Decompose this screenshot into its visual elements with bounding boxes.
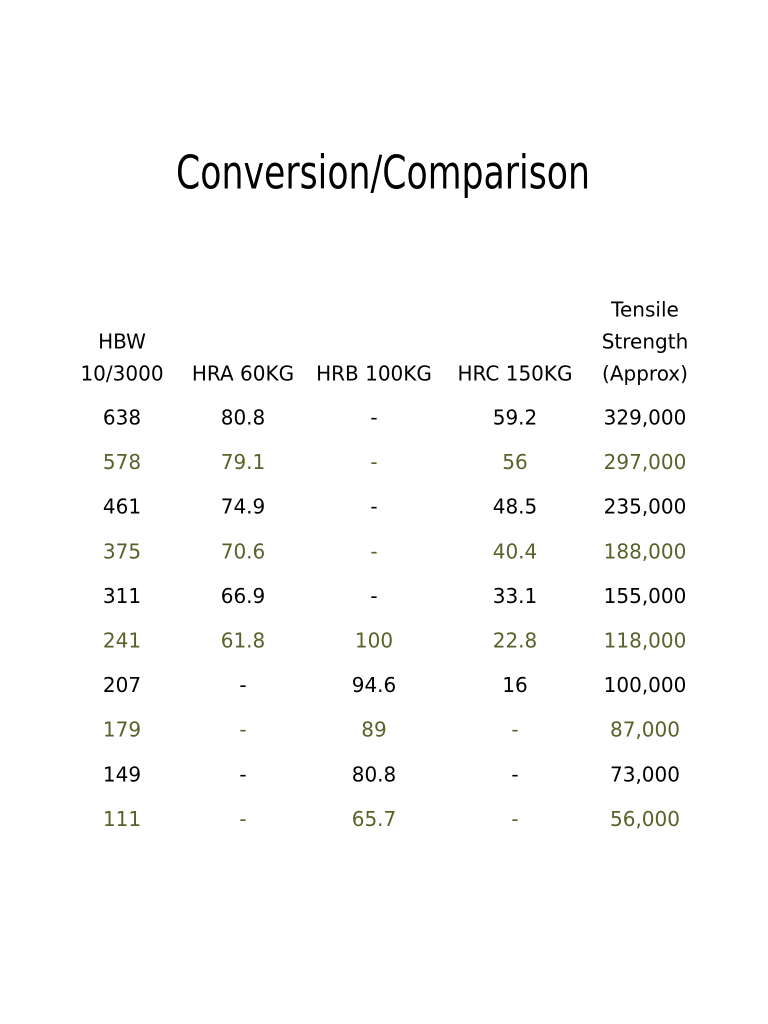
- table-cell: -: [239, 718, 246, 742]
- table-cell: 111: [103, 807, 141, 831]
- table-cell: 70.6: [221, 539, 266, 563]
- column-header: 10/3000: [80, 362, 163, 386]
- table-cell: -: [370, 406, 377, 430]
- table-cell: -: [511, 762, 518, 786]
- table-cell: 118,000: [604, 629, 687, 653]
- table-cell: 80.8: [352, 762, 397, 786]
- table-cell: 375: [103, 539, 141, 563]
- table-cell: -: [511, 718, 518, 742]
- table-cell: 311: [103, 584, 141, 608]
- table-cell: 329,000: [604, 406, 687, 430]
- table-cell: -: [370, 450, 377, 474]
- column-header: HRB 100KG: [316, 362, 432, 386]
- table-cell: 241: [103, 629, 141, 653]
- table-cell: -: [239, 673, 246, 697]
- table-cell: 65.7: [352, 807, 397, 831]
- table-cell: -: [370, 495, 377, 519]
- column-header: Strength: [602, 330, 689, 354]
- table-cell: 22.8: [493, 629, 538, 653]
- title: Conversion/Comparison: [176, 146, 590, 200]
- table-cell: 59.2: [493, 406, 538, 430]
- column-header: Tensile: [610, 298, 679, 322]
- table-cell: -: [239, 762, 246, 786]
- table-cell: 207: [103, 673, 141, 697]
- table-cell: 74.9: [221, 495, 266, 519]
- table-cell: 578: [103, 450, 141, 474]
- table-cell: 79.1: [221, 450, 266, 474]
- table-cell: 66.9: [221, 584, 266, 608]
- table-cell: 149: [103, 762, 141, 786]
- table-cell: 638: [103, 406, 141, 430]
- table-cell: 16: [502, 673, 527, 697]
- table-cell: -: [511, 807, 518, 831]
- column-header: HRC 150KG: [457, 362, 572, 386]
- table-cell: 56,000: [610, 807, 680, 831]
- table-cell: 94.6: [352, 673, 397, 697]
- table-cell: 461: [103, 495, 141, 519]
- table-cell: 297,000: [604, 450, 687, 474]
- table-cell: 100,000: [604, 673, 687, 697]
- table-cell: 87,000: [610, 718, 680, 742]
- table-cell: 188,000: [604, 539, 687, 563]
- table-cell: 33.1: [493, 584, 538, 608]
- column-header: (Approx): [602, 362, 688, 386]
- table-cell: 48.5: [493, 495, 538, 519]
- column-header: HRA 60KG: [192, 362, 294, 386]
- table-cell: -: [370, 539, 377, 563]
- column-header: HBW: [98, 330, 146, 354]
- table-cell: 155,000: [604, 584, 687, 608]
- table-cell: 179: [103, 718, 141, 742]
- table-cell: -: [239, 807, 246, 831]
- table-cell: 61.8: [221, 629, 266, 653]
- table-cell: 40.4: [493, 539, 538, 563]
- table-cell: 73,000: [610, 762, 680, 786]
- table-cell: -: [370, 584, 377, 608]
- table-cell: 80.8: [221, 406, 266, 430]
- table-cell: 100: [355, 629, 393, 653]
- table-cell: 89: [361, 718, 386, 742]
- table-cell: 235,000: [604, 495, 687, 519]
- table-cell: 56: [502, 450, 527, 474]
